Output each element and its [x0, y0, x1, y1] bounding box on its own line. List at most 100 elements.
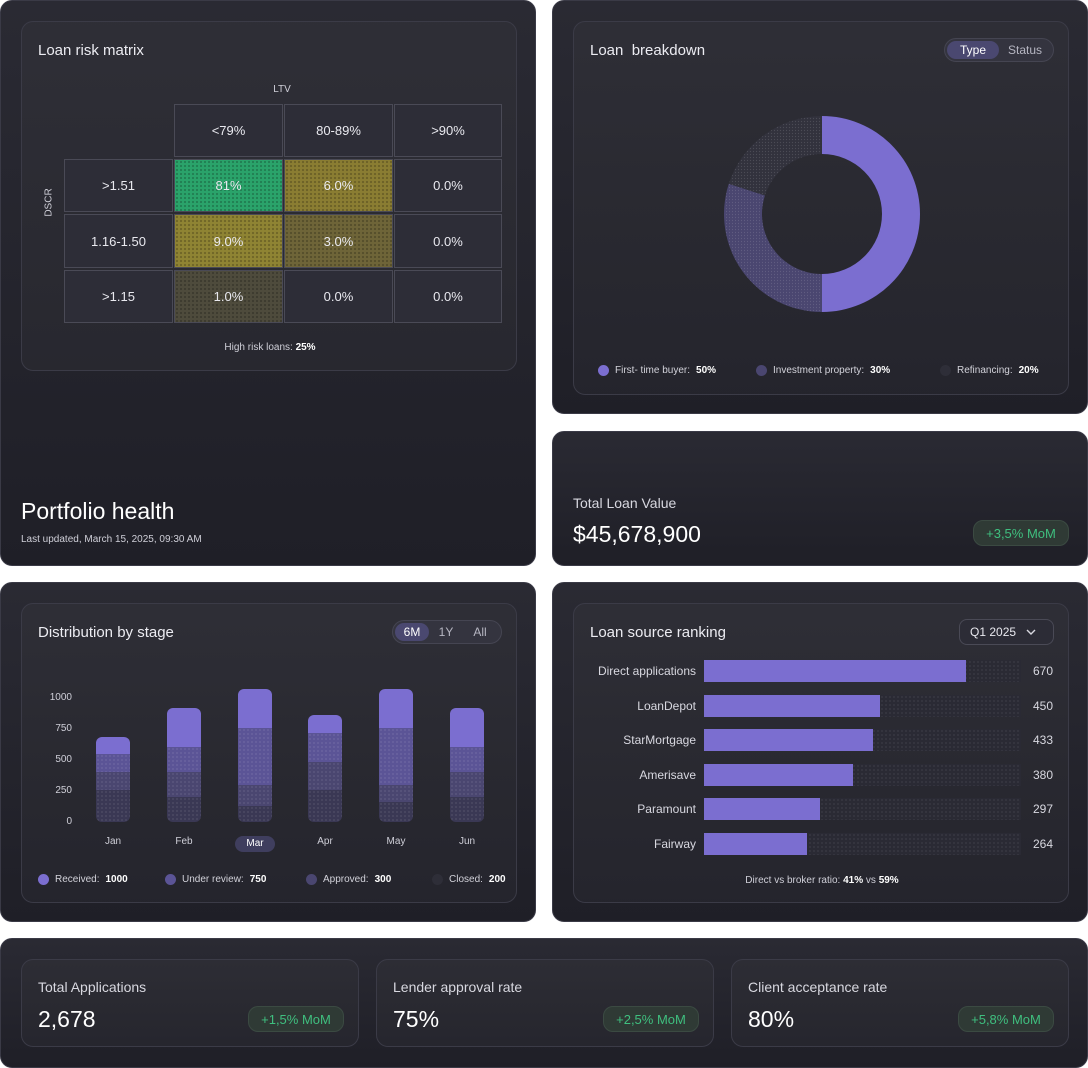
distribution-title: Distribution by stage	[38, 624, 174, 641]
risk-matrix-title: Loan risk matrix	[38, 42, 144, 59]
legend-dot	[432, 874, 443, 885]
source-label: Amerisave	[639, 767, 696, 782]
bar-segment-approved	[238, 784, 272, 806]
range-toggle: 6M 1Y All	[392, 620, 502, 644]
stat-value: 75%	[393, 1006, 440, 1032]
source-bar-track	[704, 832, 1021, 855]
bar-segment-under-review	[167, 747, 201, 773]
matrix-cell: 0.0%	[394, 270, 502, 323]
source-bar-track	[704, 660, 1021, 682]
total-loan-label: Total Loan Value	[573, 495, 677, 511]
bar-segment-received	[308, 715, 342, 734]
portfolio-title: Portfolio health	[21, 498, 175, 524]
breakdown-title: Loan breakdown	[590, 42, 706, 59]
bar-may[interactable]	[379, 688, 413, 822]
portfolio-health-card: Loan risk matrix LTV DSCR <79% 80-89% >9…	[0, 0, 536, 566]
bar-jun[interactable]	[450, 708, 484, 822]
matrix-cell: 0.0%	[284, 270, 393, 323]
dscr-axis-label: DSCR	[43, 188, 55, 217]
distribution-card: Distribution by stage 6M 1Y All 1000 750…	[0, 582, 536, 922]
donut-chart	[724, 116, 920, 312]
source-label: Direct applications	[597, 664, 696, 678]
source-label: LoanDepot	[637, 698, 696, 713]
matrix-row-header: 1.16-1.50	[64, 214, 173, 268]
bar-jan[interactable]	[96, 736, 130, 822]
source-value: 433	[1033, 733, 1054, 747]
tab-6m[interactable]: 6M	[395, 623, 429, 641]
bar-segment-approved	[167, 772, 201, 798]
legend-received: Received: 1000	[38, 874, 128, 885]
source-bar[interactable]	[704, 694, 881, 717]
y-tick: 500	[55, 754, 72, 765]
matrix-cell: 0.0%	[394, 214, 502, 268]
source-bar-track	[704, 694, 1021, 717]
bar-segment-received	[167, 708, 201, 748]
matrix-col-header: 80-89%	[284, 104, 393, 157]
legend-investment-property: Investment property: 30%	[756, 365, 890, 376]
breakdown-panel: Loan breakdown Type Status First- time b…	[573, 21, 1069, 395]
stat-badge: +1,5% MoM	[248, 1006, 344, 1032]
matrix-cell: 81%	[174, 159, 283, 212]
legend-dot	[598, 365, 609, 376]
stat-label: Lender approval rate	[393, 979, 523, 995]
matrix-cell: 3.0%	[284, 214, 393, 268]
tab-all[interactable]: All	[473, 625, 487, 639]
stat-badge: +5,8% MoM	[958, 1006, 1054, 1032]
legend-under-review: Under review: 750	[165, 874, 266, 885]
bar-segment-under-review	[96, 754, 130, 773]
source-bar-track	[704, 798, 1021, 820]
bar-mar[interactable]	[238, 688, 272, 822]
stat-total-applications: Total Applications 2,678 +1,5% MoM	[21, 959, 359, 1047]
total-loan-card: Total Loan Value $45,678,900 +3,5% MoM	[552, 431, 1088, 566]
bar-apr[interactable]	[308, 715, 342, 822]
x-label-mar[interactable]: Mar	[235, 836, 275, 852]
matrix-col-header: <79%	[174, 104, 283, 157]
bar-segment-under-review	[308, 733, 342, 762]
bar-segment-approved	[379, 784, 413, 803]
source-value: 670	[1033, 664, 1054, 678]
legend-approved: Approved: 300	[306, 874, 391, 885]
bar-segment-under-review	[450, 747, 484, 773]
source-bar[interactable]	[704, 832, 808, 855]
source-bar[interactable]	[704, 763, 853, 786]
bar-segment-approved	[450, 772, 484, 798]
donut-slice-texture	[724, 183, 822, 312]
bar-segment-closed	[167, 797, 201, 822]
stat-value: 2,678	[38, 1006, 96, 1032]
total-loan-badge: +3,5% MoM	[973, 520, 1069, 546]
legend-dot	[165, 874, 176, 885]
bar-segment-closed	[96, 789, 130, 822]
x-label-jan: Jan	[104, 836, 122, 847]
stats-card: Total Applications 2,678 +1,5% MoM Lende…	[0, 938, 1088, 1068]
stat-label: Client acceptance rate	[748, 979, 888, 995]
legend-dot	[756, 365, 767, 376]
ltv-axis-label: LTV	[273, 84, 291, 95]
x-label-feb: Feb	[175, 836, 193, 847]
total-loan-value: $45,678,900	[573, 521, 701, 547]
bar-feb[interactable]	[167, 708, 201, 822]
source-label: StarMortgage	[623, 733, 696, 747]
legend-closed: Closed: 200	[432, 874, 506, 885]
high-risk-caption: High risk loans: 25%	[224, 342, 316, 353]
period-dropdown[interactable]: Q1 2025	[959, 619, 1054, 645]
breakdown-toggle: Type Status	[944, 38, 1054, 62]
legend-dot	[940, 365, 951, 376]
bar-segment-closed	[308, 789, 342, 822]
tab-status[interactable]: Status	[1007, 43, 1043, 57]
tab-type[interactable]: Type	[947, 41, 999, 59]
source-bar[interactable]	[704, 729, 874, 751]
tab-1y[interactable]: 1Y	[438, 625, 454, 639]
source-value: 264	[1033, 836, 1054, 851]
bar-segment-under-review	[379, 727, 413, 785]
stat-value: 80%	[748, 1006, 795, 1032]
bar-segment-closed	[379, 802, 413, 822]
source-value: 380	[1033, 767, 1054, 782]
donut-slice-texture	[728, 116, 822, 196]
ranking-title: Loan source ranking	[590, 624, 726, 641]
stat-lender-approval: Lender approval rate 75% +2,5% MoM	[376, 959, 714, 1047]
source-value: 297	[1033, 802, 1054, 816]
source-bar[interactable]	[704, 660, 967, 682]
matrix-cell: 9.0%	[174, 214, 283, 268]
source-bar[interactable]	[704, 798, 821, 820]
ranking-panel: Loan source ranking Q1 2025 Direct appli…	[573, 603, 1069, 903]
